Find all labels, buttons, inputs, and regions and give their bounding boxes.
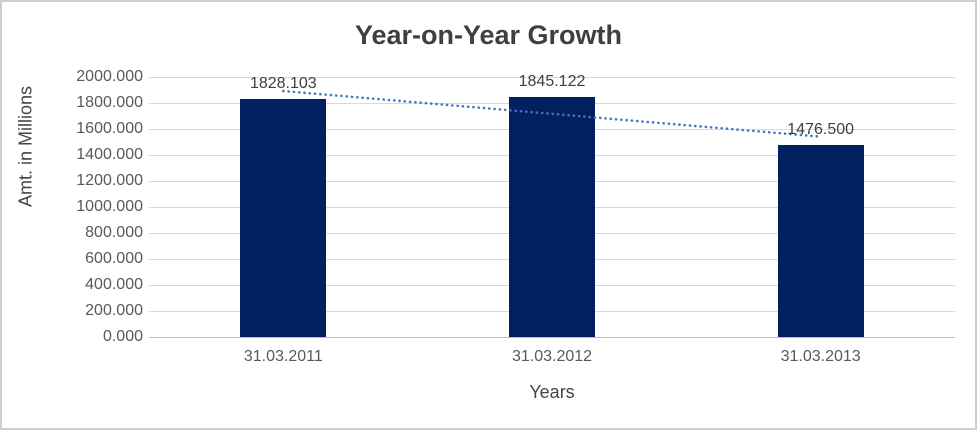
y-tick-label: 1200.000 (76, 172, 143, 189)
y-tick-label: 1400.000 (76, 146, 143, 163)
y-tick-label: 200.000 (85, 302, 143, 319)
trendline (282, 89, 822, 138)
y-tick-label: 1800.000 (76, 94, 143, 111)
x-tick-label: 31.03.2013 (780, 348, 861, 365)
data-label: 1845.122 (518, 73, 586, 91)
x-tick-label: 31.03.2012 (511, 348, 593, 365)
chart-title: Year-on-Year Growth (354, 20, 623, 50)
y-tick-label: 400.000 (85, 276, 143, 293)
x-tick-label: 31.03.2011 (243, 348, 323, 365)
x-axis-title: Years (529, 382, 575, 402)
y-tick-label: 800.000 (85, 224, 143, 241)
y-tick-label: 600.000 (85, 250, 143, 267)
data-label: 1476.500 (787, 121, 855, 139)
y-tick-label: 0.000 (102, 328, 143, 345)
y-tick-label: 1000.000 (76, 198, 143, 215)
bar-31.03.2013 (777, 145, 864, 337)
bar-31.03.2012 (509, 97, 595, 337)
data-label: 1828.103 (249, 75, 317, 93)
plot-area (149, 76, 955, 338)
gridline (149, 76, 955, 78)
y-tick-label: 2000.000 (76, 68, 143, 85)
x-axis-line (149, 336, 955, 338)
y-tick-label: 1600.000 (76, 120, 143, 137)
bar-31.03.2011 (240, 99, 327, 337)
